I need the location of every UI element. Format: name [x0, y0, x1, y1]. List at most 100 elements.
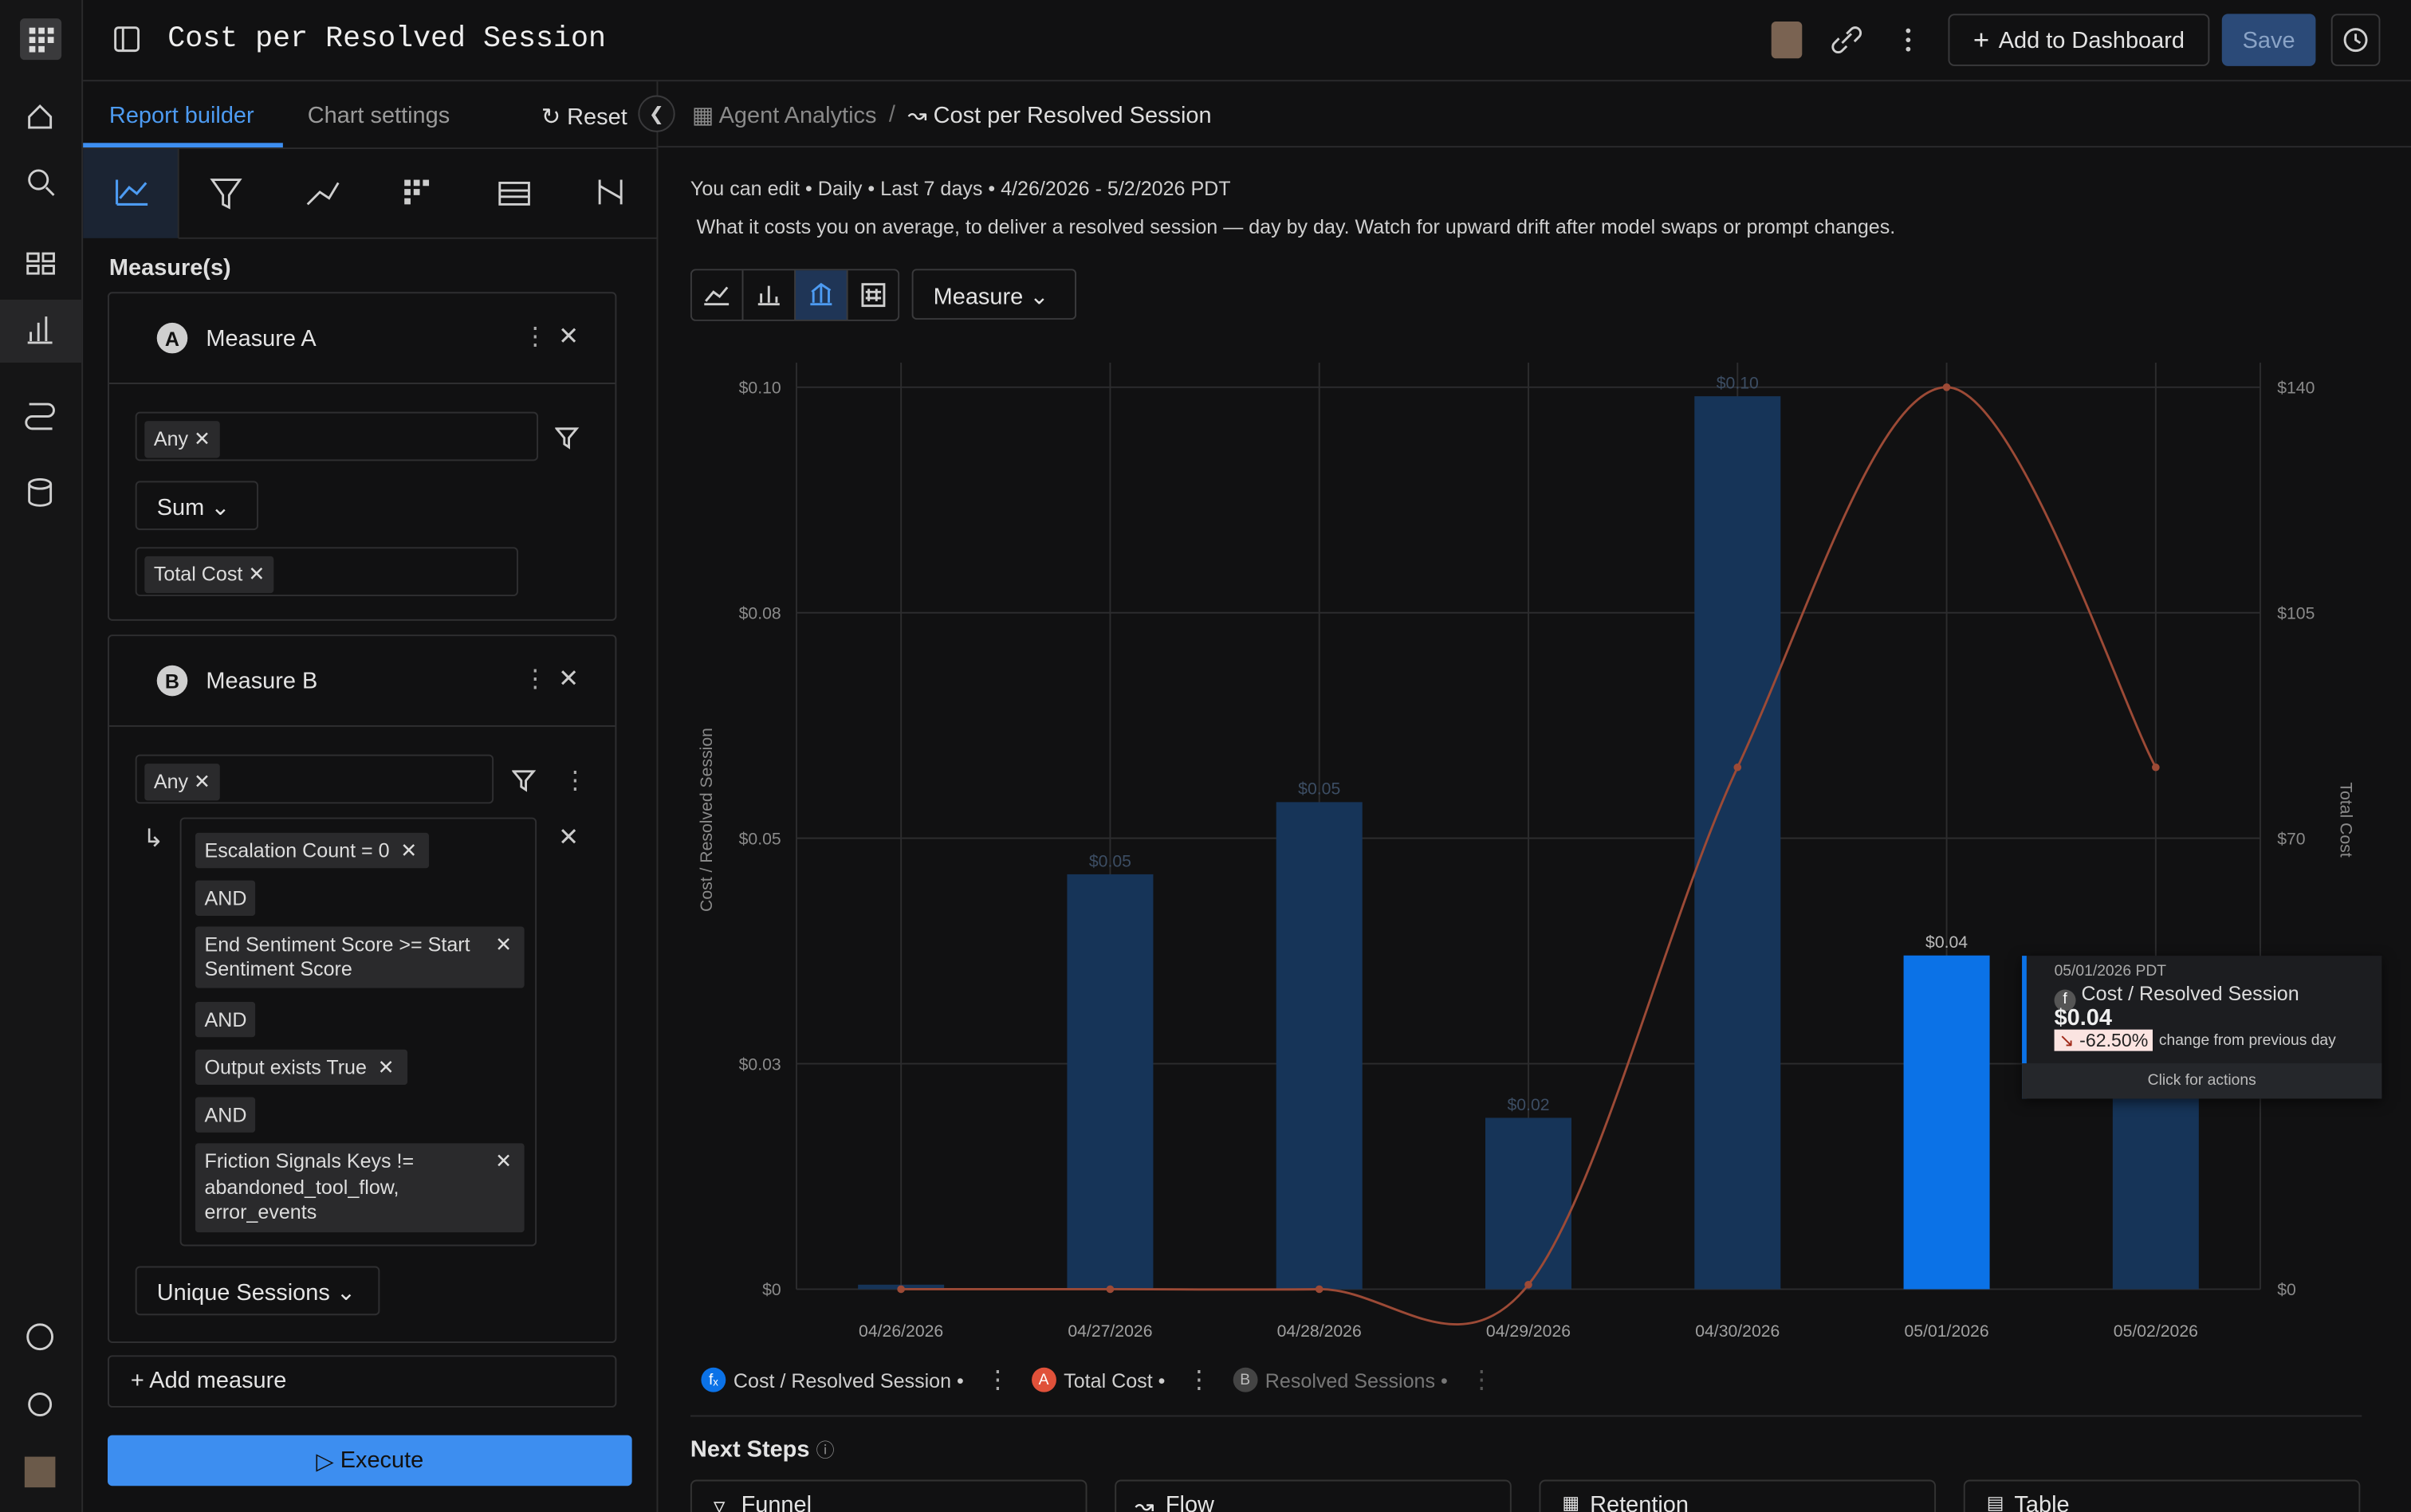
- measure-badge: A: [156, 322, 188, 354]
- tooltip-date: 05/01/2026 PDT: [2054, 963, 2167, 980]
- remove-measure[interactable]: ✕: [558, 666, 579, 693]
- line-point: [1315, 1285, 1323, 1294]
- bar: [1903, 955, 1990, 1290]
- breadcrumb-separator: /: [888, 101, 895, 128]
- joiner: AND: [195, 880, 257, 916]
- builder-icon-tabs[interactable]: [83, 149, 657, 242]
- next-step-card[interactable]: ▦ Retention: [1539, 1479, 1937, 1512]
- joiner: AND: [195, 1097, 257, 1133]
- x-tick-label: 04/26/2026: [859, 1322, 943, 1341]
- next-step-card[interactable]: ↝ Flow: [1115, 1479, 1512, 1512]
- condition[interactable]: Output exists True ✕: [195, 1049, 407, 1086]
- y2-tick-label: $105: [2277, 604, 2315, 622]
- tab-chart-settings[interactable]: Chart settings: [307, 103, 450, 129]
- aggregation-select[interactable]: Unique Sessions ⌄: [135, 1266, 380, 1316]
- filter-input[interactable]: Any ✕: [135, 754, 494, 804]
- x-tick-label: 04/29/2026: [1486, 1322, 1571, 1341]
- next-steps-title: Next Steps ⓘ: [690, 1436, 835, 1463]
- add-to-dashboard-label: Add to Dashboard: [1998, 26, 2185, 53]
- report-builder-panel: Report builder Chart settings ↻ Reset Me…: [83, 81, 659, 1512]
- measure-menu[interactable]: ⋮: [522, 324, 548, 351]
- y2-axis-label: Total Cost: [2336, 782, 2354, 857]
- tab-indicator: [83, 143, 283, 148]
- filter-button[interactable]: [555, 426, 580, 450]
- legend-menu[interactable]: ⋮: [1469, 1367, 1494, 1394]
- x-tick-label: 04/30/2026: [1695, 1322, 1780, 1341]
- report-description: What it costs you on average, to deliver…: [696, 214, 1896, 238]
- bar: [1694, 396, 1781, 1290]
- y-tick-label: $0.05: [739, 830, 781, 848]
- field-input[interactable]: Total Cost ✕: [135, 547, 518, 597]
- collapse-panel[interactable]: ❮: [638, 95, 675, 132]
- more-button[interactable]: [1898, 25, 1919, 56]
- line-point: [2152, 763, 2160, 772]
- avatar[interactable]: [1771, 21, 1803, 59]
- line-point: [1942, 383, 1951, 391]
- bar-value-label: $0.10: [1717, 374, 1759, 392]
- measure-name[interactable]: Measure A: [206, 325, 317, 352]
- filter-input[interactable]: Any ✕: [135, 411, 538, 461]
- execute-button[interactable]: ▷ Execute: [107, 1435, 632, 1486]
- condition[interactable]: End Sentiment Score >= Start Sentiment S…: [195, 926, 525, 988]
- breadcrumb: ▦ Agent Analytics / ↝ Cost per Resolved …: [692, 101, 1212, 129]
- remove-measure[interactable]: ✕: [558, 324, 579, 351]
- legend-label: Cost / Resolved Session: [734, 1369, 964, 1392]
- bar-value-label: $0.02: [1507, 1096, 1549, 1114]
- condition[interactable]: Friction Signals Keys != abandoned_tool_…: [195, 1143, 525, 1232]
- filter-menu[interactable]: ⋮: [562, 768, 588, 795]
- breadcrumb-parent[interactable]: ▦ Agent Analytics: [691, 103, 877, 129]
- sub-filter-arrow: ↳: [143, 827, 164, 853]
- legend-badge: fₓ: [701, 1367, 726, 1392]
- legend-menu[interactable]: ⋮: [985, 1367, 1010, 1394]
- report-meta: You can edit • Daily • Last 7 days • 4/2…: [690, 176, 1231, 200]
- bar: [1485, 1117, 1571, 1290]
- condition[interactable]: Escalation Count = 0 ✕: [195, 832, 430, 869]
- add-to-dashboard[interactable]: + Add to Dashboard: [1948, 14, 2210, 66]
- breadcrumb-current: ↝ Cost per Resolved Session: [907, 103, 1212, 129]
- add-measure-button[interactable]: + Add measure: [107, 1355, 617, 1408]
- tooltip-action[interactable]: Click for actions: [2022, 1063, 2382, 1099]
- legend-badge: B: [1233, 1367, 1258, 1392]
- line-point: [1524, 1280, 1532, 1289]
- x-tick-label: 05/01/2026: [1904, 1322, 1988, 1341]
- legend-item[interactable]: fₓ Cost / Resolved Session: [701, 1367, 964, 1392]
- remove-sub-filter[interactable]: ✕: [558, 825, 579, 852]
- filter-chip: Any: [153, 769, 189, 793]
- bar-value-label: $0.05: [1089, 852, 1131, 870]
- filter-button[interactable]: [512, 768, 537, 793]
- tab-report-builder[interactable]: Report builder: [108, 103, 254, 129]
- bar-value-label: $0.04: [1925, 933, 1968, 952]
- measures-title: Measure(s): [108, 255, 231, 281]
- next-step-card[interactable]: ▿ Funnel: [690, 1479, 1088, 1512]
- measure-dropdown[interactable]: Measure ⌄: [911, 269, 1076, 320]
- bar: [1276, 802, 1363, 1290]
- measure-name[interactable]: Measure B: [206, 668, 318, 695]
- x-tick-label: 04/28/2026: [1277, 1322, 1362, 1341]
- x-tick-label: 04/27/2026: [1068, 1322, 1152, 1341]
- save-button[interactable]: Save: [2221, 14, 2316, 66]
- sidebar-toggle[interactable]: [114, 26, 142, 54]
- next-step-card[interactable]: ▤ Table: [1963, 1479, 2361, 1512]
- reset-label: Reset: [567, 104, 627, 131]
- tooltip[interactable]: 05/01/2026 PDT f Cost / Resolved Session…: [2022, 956, 2382, 1099]
- link-button[interactable]: [1830, 25, 1863, 56]
- legend-badge: A: [1031, 1367, 1056, 1392]
- tooltip-change: ↘ -62.50% change from previous day: [2054, 1029, 2336, 1051]
- report-title: Cost per Resolved Session: [167, 21, 606, 56]
- legend-item-inactive[interactable]: B Resolved Sessions: [1233, 1367, 1447, 1392]
- chart-type-toggle[interactable]: [690, 269, 900, 321]
- measure-a-card: A Measure A ⋮ ✕ Any ✕ Sum ⌄ Total Cost ✕: [107, 292, 617, 621]
- measure-menu[interactable]: ⋮: [522, 666, 548, 693]
- joiner: AND: [195, 1001, 257, 1038]
- reset-button[interactable]: ↻ Reset: [541, 104, 627, 131]
- line: [901, 386, 2157, 1326]
- bar-value-label: $0.05: [1298, 780, 1340, 799]
- aggregation-select[interactable]: Sum ⌄: [135, 481, 258, 531]
- y2-tick-label: $0: [2277, 1281, 2296, 1299]
- history-button[interactable]: [2330, 14, 2381, 66]
- legend-item[interactable]: A Total Cost: [1031, 1367, 1166, 1392]
- legend-menu[interactable]: ⋮: [1186, 1367, 1212, 1394]
- bar: [1067, 874, 1154, 1290]
